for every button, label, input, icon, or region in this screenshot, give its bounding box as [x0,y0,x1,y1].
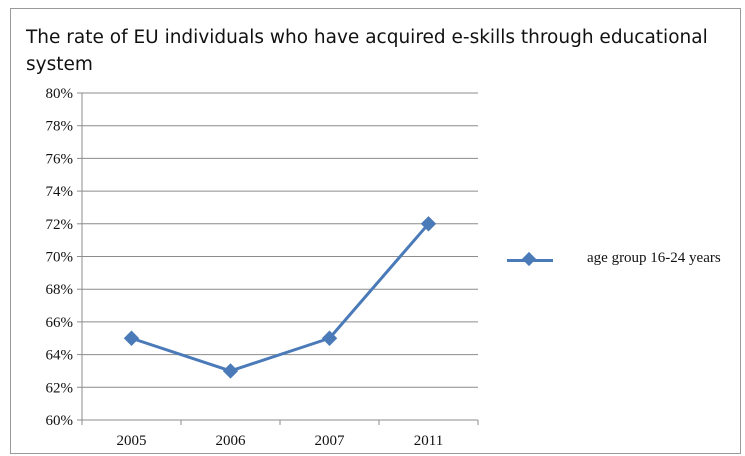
chart-title: The rate of EU individuals who have acqu… [26,27,708,75]
series-line [131,222,430,373]
axes [77,92,479,425]
legend-label: age group 16-24 years [587,250,721,266]
y-tick-label: 66% [46,315,74,331]
x-tick-label: 2011 [414,433,443,449]
y-tick-label: 72% [46,217,74,233]
y-tick-label: 62% [46,380,74,396]
y-tick-label: 74% [46,184,74,200]
data-point-marker [321,330,338,346]
x-tick-label: 2007 [315,433,346,449]
y-tick-label: 80% [46,86,74,102]
y-tick-label: 60% [46,413,74,429]
x-axis-ticks: 2005 2006 2007 2011 [117,433,444,449]
y-tick-label: 70% [46,250,74,266]
y-tick-label: 68% [46,282,74,298]
data-point-marker [123,330,140,346]
x-tick-label: 2006 [216,433,247,449]
y-axis-ticks: 60% 62% 64% 66% 68% 70% 72% 74% 76% 78% 80% [46,86,74,429]
data-point-marker [222,363,239,379]
legend: age group 16-24 years [507,246,727,296]
y-tick-label: 76% [46,151,74,167]
legend-diamond-marker [521,251,537,267]
y-tick-label: 78% [46,119,74,135]
y-tick-label: 64% [46,348,74,364]
data-point-marker [420,216,437,232]
x-tick-label: 2005 [117,433,147,449]
chart-frame [10,8,741,454]
data-series [123,216,437,379]
gridlines [82,92,478,388]
